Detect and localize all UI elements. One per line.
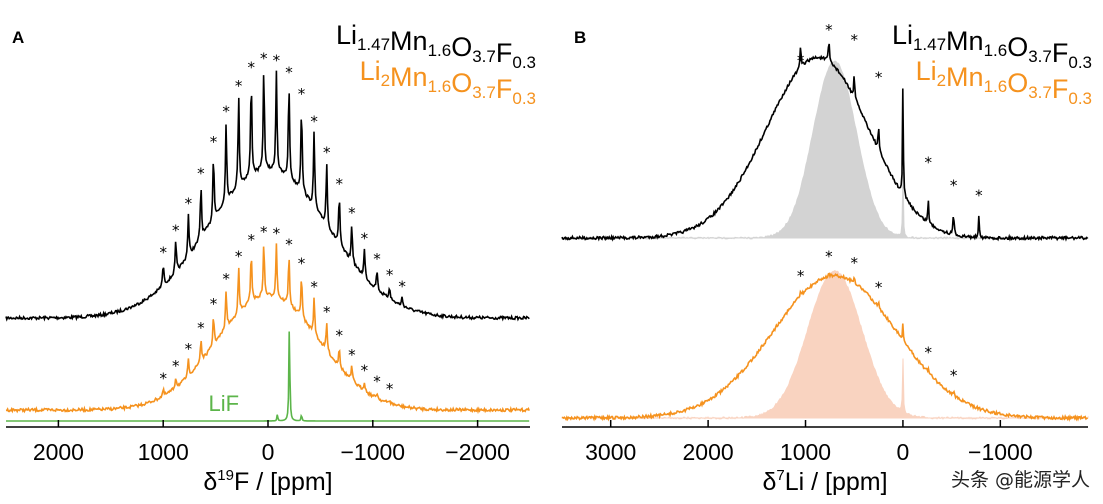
- panel-a-sideband-star: *: [210, 133, 218, 151]
- panel-a-sideband-star: *: [285, 236, 293, 254]
- panel-b-fill-0: [561, 60, 1089, 240]
- panel-a-sideband-star: *: [247, 58, 255, 76]
- panel-b-x-axis-title: δ7Li / [ppm]: [762, 467, 887, 496]
- panel-a-sideband-star: *: [235, 248, 243, 266]
- panel-a-sideband-star: *: [386, 380, 394, 398]
- lif-annotation: LiF: [208, 391, 239, 416]
- panel-a-sideband-star: *: [273, 51, 281, 69]
- panel-b-sideband-star: *: [825, 21, 833, 39]
- panel-b-legend-entry-1: Li2Mn1.6O3.7F0.3: [916, 56, 1092, 108]
- panel-a-x-ticks: 2000 1000 0 −1000 −2000: [33, 420, 510, 465]
- panel-a-sideband-star: *: [310, 278, 318, 296]
- panel-b-label: B: [574, 28, 586, 47]
- panel-a-legend-entry-1: Li2Mn1.6O3.7F0.3: [360, 56, 536, 108]
- panel-b-sideband-star: *: [850, 254, 858, 272]
- panel-b-fill-1: [561, 269, 1089, 420]
- panel-a-sideband-star: *: [247, 231, 255, 249]
- panel-a-series-0: [5, 70, 530, 322]
- panel-a-sideband-star: *: [159, 244, 167, 262]
- panel-b-sideband-star: *: [850, 31, 858, 49]
- panel-b-sideband-star: *: [797, 267, 805, 285]
- panel-b-series-1: [561, 272, 1089, 422]
- panel-a-sideband-star: *: [298, 255, 306, 273]
- panel-a-sideband-star: *: [210, 295, 218, 313]
- panel-b-sideband-star: *: [925, 344, 933, 362]
- panel-a-sideband-star: *: [323, 303, 331, 321]
- panel-a-tick-label: −2000: [445, 439, 510, 465]
- panel-a-sideband-star: *: [222, 270, 230, 288]
- panel-a-sideband-star: *: [159, 369, 167, 387]
- panel-a-sideband-star: *: [260, 223, 268, 241]
- panel-a-sideband-star: *: [197, 164, 205, 182]
- panel-b-x-ticks: 3000 2000 1000 0 −1000: [585, 420, 1033, 465]
- panel-a-sideband-star: *: [386, 266, 394, 284]
- panel-a-sideband-star: *: [323, 143, 331, 161]
- panel-b-sideband-star: *: [925, 154, 933, 172]
- panel-a-sideband-star: *: [398, 277, 406, 295]
- panel-a-tick-label: −1000: [340, 439, 405, 465]
- panel-a-sideband-star: *: [172, 221, 180, 239]
- panel-a-sideband-star: *: [197, 319, 205, 337]
- panel-a-sideband-star: *: [222, 103, 230, 121]
- panel-a-sideband-star: *: [336, 326, 344, 344]
- panel-b-traces: [561, 43, 1089, 422]
- panel-a-sideband-star: *: [185, 195, 193, 213]
- panel-b-tick-label: 0: [897, 439, 910, 465]
- panel-a-sideband-star: *: [185, 340, 193, 358]
- panel-b-sideband-star: *: [825, 248, 833, 266]
- panel-a-sideband-star: *: [310, 112, 318, 130]
- panel-a-sideband-star: *: [260, 50, 268, 68]
- panel-b-legend-entry-0: Li1.47Mn1.6O3.7F0.3: [892, 20, 1092, 72]
- panel-a-sideband-star: *: [172, 357, 180, 375]
- panel-a-sideband-star: *: [348, 346, 356, 364]
- panel-b-tick-label: 3000: [585, 439, 636, 465]
- panel-b-sideband-star: *: [950, 367, 958, 385]
- panel-b-sideband-star: *: [950, 176, 958, 194]
- panel-a-sideband-star: *: [298, 85, 306, 103]
- panel-a-sideband-star: *: [285, 64, 293, 82]
- panel-a-legend-entry-0: Li1.47Mn1.6O3.7F0.3: [336, 20, 536, 72]
- panel-b-sideband-star: *: [975, 186, 983, 204]
- panel-b-tick-label: −1000: [968, 439, 1033, 465]
- panel-a-sideband-markers: ******** * ******************* * ********* *: [159, 50, 406, 398]
- panel-b-sideband-star: *: [875, 69, 883, 87]
- panel-b-tick-label: 1000: [780, 439, 831, 465]
- watermark: 头条 @能源学人: [951, 469, 1090, 491]
- panel-b-series-0: [561, 43, 1089, 242]
- panel-a-label: A: [12, 28, 24, 47]
- panel-a-traces: [5, 70, 530, 422]
- panel-a-tick-label: 1000: [138, 439, 189, 465]
- panel-a-sideband-star: *: [235, 77, 243, 95]
- panel-a-tick-label: 0: [262, 439, 275, 465]
- panel-a-sideband-star: *: [373, 250, 381, 268]
- panel-a-sideband-star: *: [273, 224, 281, 242]
- panel-a-x-axis-title: δ19F / [ppm]: [203, 467, 332, 496]
- panel-a-sideband-star: *: [336, 175, 344, 193]
- panel-a-sideband-star: *: [373, 373, 381, 391]
- panel-a-sideband-star: *: [348, 204, 356, 222]
- panel-a-series-1: [5, 243, 530, 415]
- panel-b-sideband-markers: * * * * * * * * * * * * *: [797, 21, 983, 384]
- panel-a-tick-label: 2000: [33, 439, 84, 465]
- panel-b-tick-label: 2000: [683, 439, 734, 465]
- panel-b-sideband-star: *: [797, 51, 805, 69]
- panel-a-sideband-star: *: [361, 229, 369, 247]
- panel-b-sideband-star: *: [875, 278, 883, 296]
- panel-a-sideband-star: *: [361, 362, 369, 380]
